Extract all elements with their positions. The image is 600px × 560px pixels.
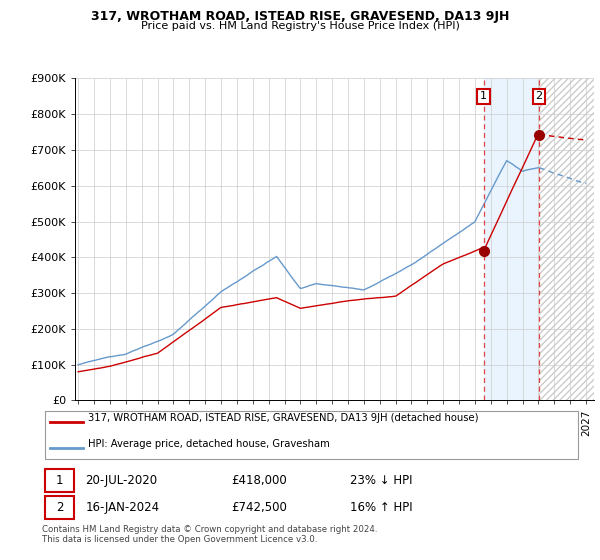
Text: 20-JUL-2020: 20-JUL-2020 [85, 474, 157, 487]
Text: 1: 1 [480, 91, 487, 101]
Text: Price paid vs. HM Land Registry's House Price Index (HPI): Price paid vs. HM Land Registry's House … [140, 21, 460, 31]
Text: 23% ↓ HPI: 23% ↓ HPI [350, 474, 412, 487]
Bar [539, 78, 594, 400]
Text: HPI: Average price, detached house, Gravesham: HPI: Average price, detached house, Grav… [88, 439, 329, 449]
FancyBboxPatch shape [45, 412, 578, 459]
Text: 317, WROTHAM ROAD, ISTEAD RISE, GRAVESEND, DA13 9JH: 317, WROTHAM ROAD, ISTEAD RISE, GRAVESEN… [91, 10, 509, 23]
Text: 2: 2 [536, 91, 542, 101]
Bar [484, 78, 539, 400]
Bar [539, 78, 594, 400]
Text: £418,000: £418,000 [231, 474, 287, 487]
FancyBboxPatch shape [45, 469, 74, 492]
Text: 317, WROTHAM ROAD, ISTEAD RISE, GRAVESEND, DA13 9JH (detached house): 317, WROTHAM ROAD, ISTEAD RISE, GRAVESEN… [88, 413, 478, 423]
FancyBboxPatch shape [45, 496, 74, 519]
Text: 16-JAN-2024: 16-JAN-2024 [85, 501, 160, 514]
Text: 16% ↑ HPI: 16% ↑ HPI [350, 501, 412, 514]
Text: 2: 2 [56, 501, 64, 514]
Text: £742,500: £742,500 [231, 501, 287, 514]
Text: 1: 1 [56, 474, 64, 487]
Text: Contains HM Land Registry data © Crown copyright and database right 2024.
This d: Contains HM Land Registry data © Crown c… [42, 525, 377, 544]
